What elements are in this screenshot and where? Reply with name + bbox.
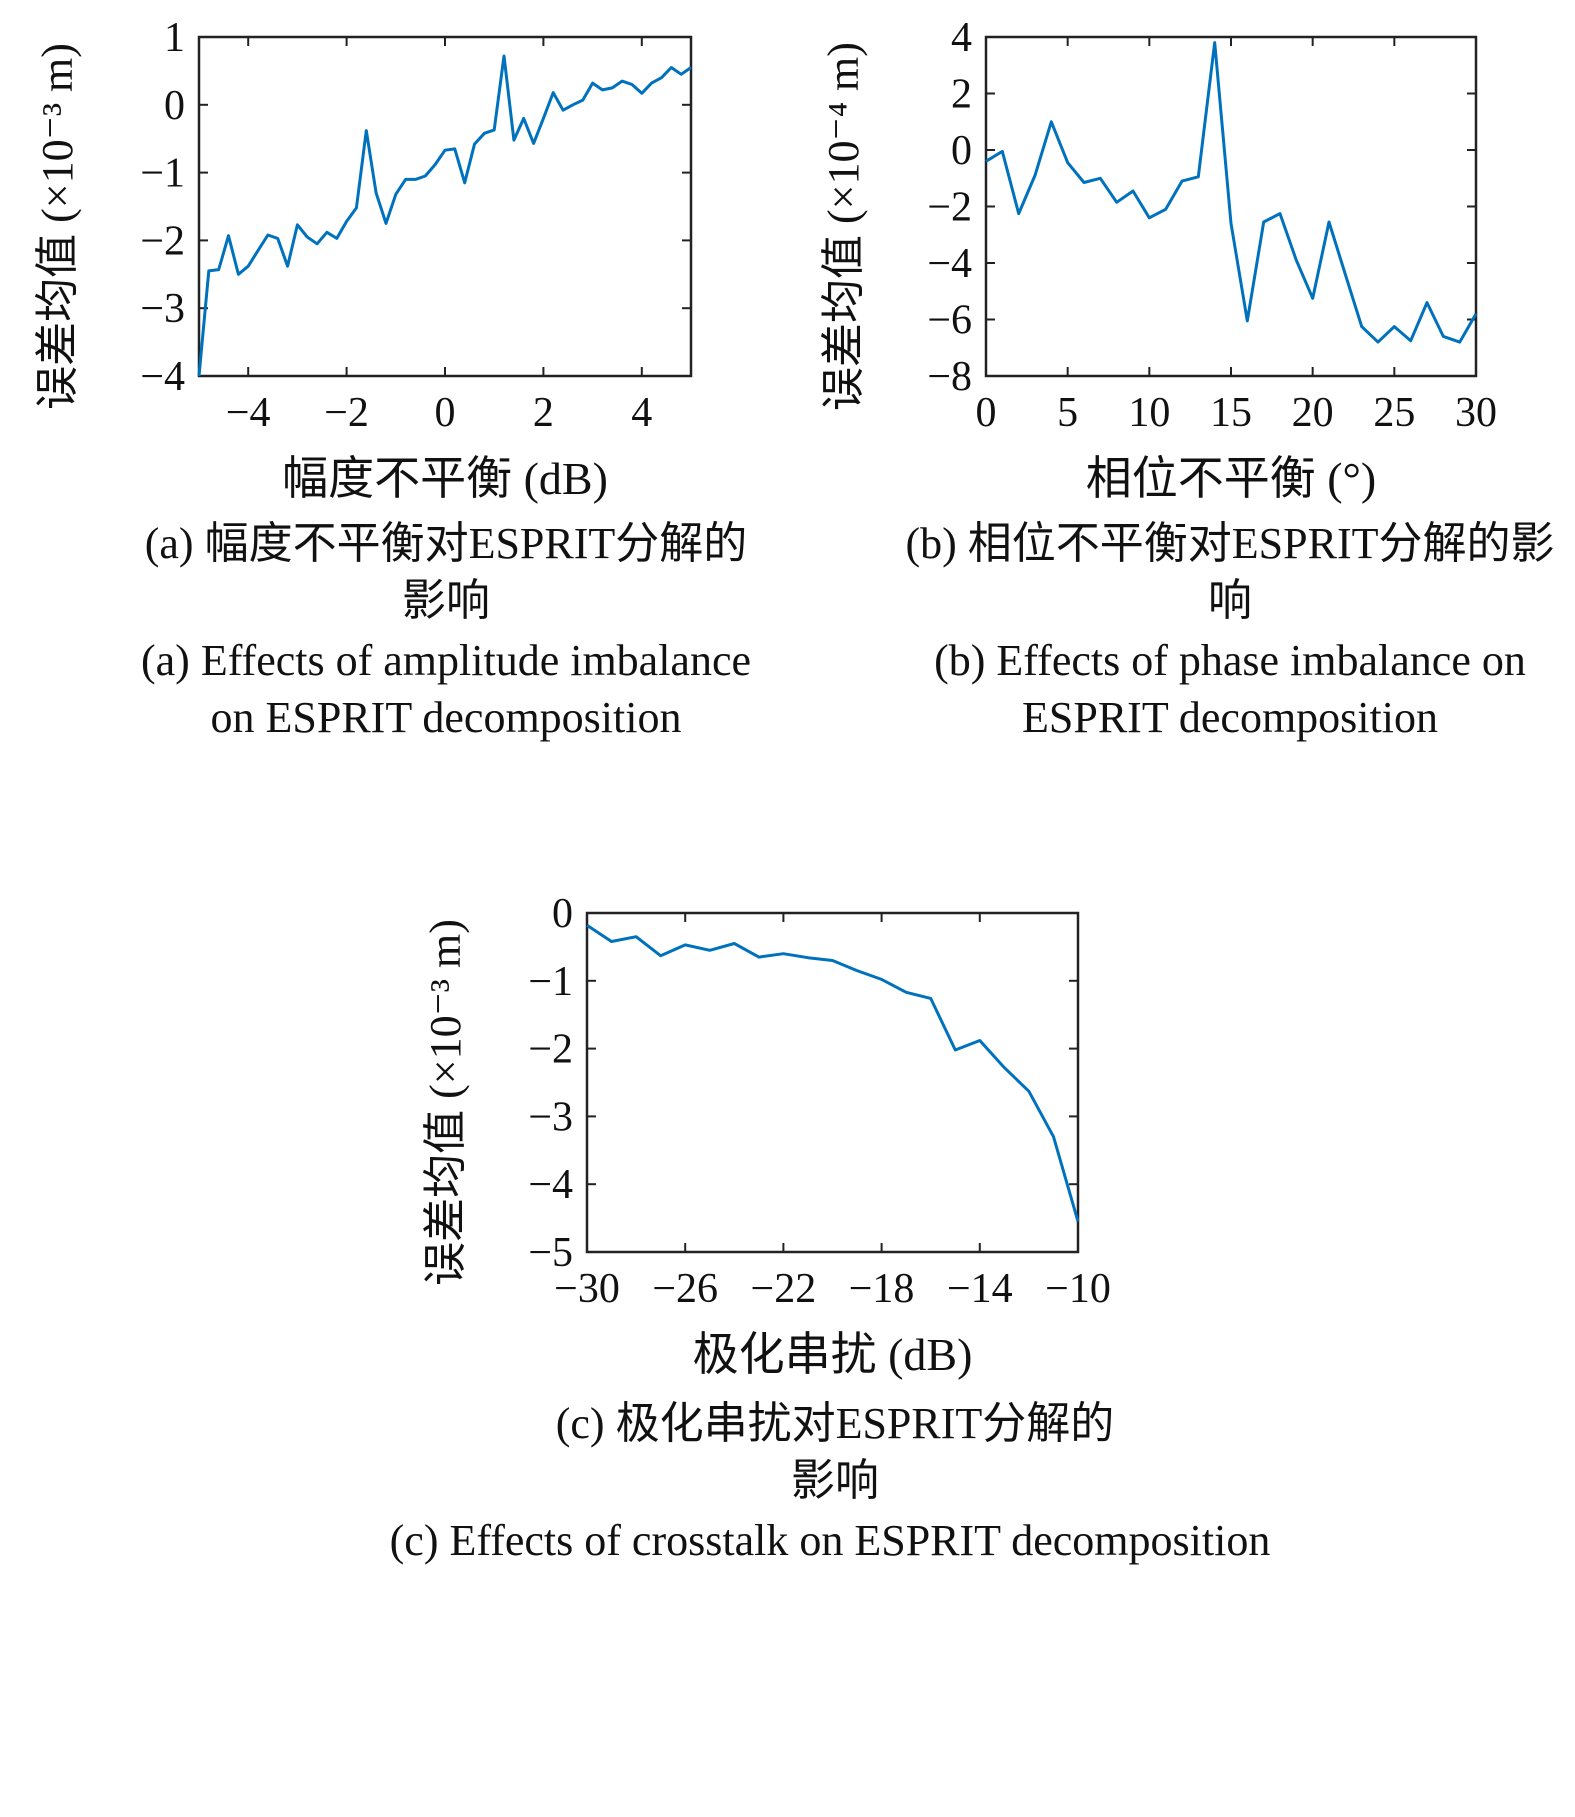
x-tick-label: 30 [1455, 390, 1497, 436]
data-line [985, 41, 1478, 344]
x-tick-label: −26 [652, 1266, 718, 1312]
x-tick-label: −14 [947, 1266, 1013, 1312]
x-tick-label: 20 [1292, 390, 1334, 436]
y-tick-label: 0 [164, 83, 185, 129]
y-tick-label: 0 [951, 128, 972, 174]
x-axis-label: 幅度不平衡 (dB) [282, 453, 608, 504]
y-tick-label: −1 [140, 151, 185, 197]
x-tick-label: 10 [1128, 390, 1170, 436]
y-axis-label: 误差均值 (×10⁻⁴ m) [819, 42, 868, 411]
x-tick-label: 0 [435, 390, 456, 436]
y-tick-label: 1 [164, 15, 185, 61]
x-tick-label: 4 [631, 390, 652, 436]
y-tick-label: −3 [528, 1094, 573, 1140]
x-tick-label: −18 [849, 1266, 915, 1312]
plot-frame [984, 35, 1478, 378]
y-tick-label: −5 [528, 1230, 573, 1276]
y-tick-label: −3 [140, 286, 185, 332]
x-tick-label: 15 [1210, 390, 1252, 436]
plot-frame [585, 911, 1080, 1254]
y-tick-label: 0 [552, 891, 573, 937]
caption-zh: (b) 相位不平衡对ESPRIT分解的影响 [905, 519, 1555, 625]
y-tick-label: −2 [927, 185, 972, 231]
y-tick-label: 4 [951, 15, 972, 61]
data-line [197, 54, 692, 377]
x-tick-label: −2 [324, 390, 369, 436]
y-tick-label: −2 [528, 1027, 573, 1073]
y-tick-label: −6 [927, 298, 972, 344]
x-tick-label: −30 [554, 1266, 620, 1312]
x-tick-label: 25 [1373, 390, 1415, 436]
x-tick-label: 5 [1057, 390, 1078, 436]
y-axis-label: 误差均值 (×10⁻³ m) [33, 43, 82, 410]
x-axis-label: 相位不平衡 (°) [1086, 453, 1377, 504]
caption-en: (b) Effects of phase imbalance on ESPRIT… [934, 636, 1526, 742]
y-axis-label: 误差均值 (×10⁻³ m) [421, 919, 470, 1286]
y-tick-label: −8 [927, 354, 972, 400]
caption-zh: (c) 极化串扰对ESPRIT分解的影响 [555, 1399, 1115, 1505]
data-line [586, 923, 1080, 1222]
x-tick-label: 2 [533, 390, 554, 436]
y-tick-label: −4 [927, 241, 972, 287]
x-tick-label: −4 [226, 390, 271, 436]
y-tick-label: −4 [140, 354, 185, 400]
caption-en: (a) Effects of amplitude imbalance on ES… [140, 636, 752, 742]
caption-en: (c) Effects of crosstalk on ESPRIT decom… [389, 1516, 1271, 1565]
y-tick-label: −2 [140, 218, 185, 264]
caption-zh: (a) 幅度不平衡对ESPRIT分解的影响 [144, 519, 748, 625]
x-tick-label: 0 [976, 390, 997, 436]
x-tick-label: −22 [751, 1266, 817, 1312]
y-tick-label: −4 [528, 1162, 573, 1208]
y-tick-label: 2 [951, 72, 972, 118]
x-axis-label: 极化串扰 (dB) [693, 1329, 973, 1380]
plot-frame [197, 35, 693, 378]
y-tick-label: −1 [528, 959, 573, 1005]
x-tick-label: −10 [1045, 1266, 1111, 1312]
